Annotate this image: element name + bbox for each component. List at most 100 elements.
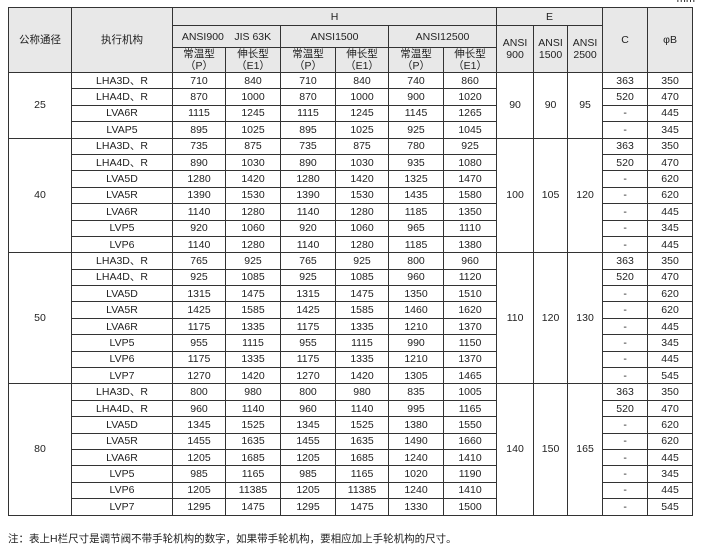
- b-value-cell: 545: [647, 367, 694, 385]
- h-value-cell: 1455: [280, 432, 336, 450]
- h-value-cell: 985: [280, 465, 336, 483]
- e-value-cell: 130: [567, 252, 604, 385]
- h-value-cell: 1350: [442, 203, 498, 221]
- b-value-cell: 345: [647, 121, 694, 139]
- h-value-cell: 1295: [280, 498, 336, 516]
- h-value-cell: 1660: [442, 432, 498, 450]
- h-value-cell: 1270: [172, 367, 226, 385]
- header-h-group: ANSI900 JIS 63K: [172, 25, 281, 48]
- actuator-cell: LHA3D、R: [71, 252, 173, 270]
- actuator-cell: LVP5: [71, 334, 173, 352]
- h-value-cell: 895: [280, 121, 336, 139]
- c-value-cell: -: [602, 481, 649, 500]
- b-value-cell: 445: [647, 350, 694, 369]
- actuator-cell: LVA6R: [71, 203, 173, 221]
- h-value-cell: 935: [388, 153, 444, 172]
- c-value-cell: 520: [602, 399, 649, 418]
- h-value-cell: 875: [335, 137, 389, 155]
- h-value-cell: 1005: [442, 383, 498, 401]
- h-value-cell: 1530: [225, 186, 281, 205]
- h-value-cell: 1140: [280, 235, 336, 254]
- h-value-cell: 1245: [335, 104, 389, 123]
- h-value-cell: 895: [172, 121, 226, 139]
- b-value-cell: 445: [647, 203, 694, 221]
- h-value-cell: 1465: [442, 367, 498, 385]
- table-row: 40 LHA3D、R 735 875 735 875 780 925 100 105 120 363 3…: [8, 137, 694, 254]
- h-value-cell: 1190: [442, 465, 498, 483]
- h-value-cell: 735: [280, 137, 336, 155]
- h-value-cell: 980: [335, 383, 389, 401]
- h-value-cell: 1145: [388, 104, 444, 123]
- h-value-cell: 1585: [225, 301, 281, 319]
- h-value-cell: 1475: [225, 498, 281, 516]
- h-value-cell: 800: [388, 252, 444, 270]
- e-value-cell: 90: [533, 72, 569, 139]
- actuator-cell: LHA4D、R: [71, 88, 173, 106]
- h-value-cell: 800: [280, 383, 336, 401]
- h-value-cell: 1185: [388, 203, 444, 221]
- h-value-cell: 890: [172, 153, 226, 172]
- nominal-size-cell: 40: [8, 137, 72, 254]
- h-value-cell: 1305: [388, 367, 444, 385]
- h-value-cell: 870: [280, 88, 336, 106]
- actuator-cell: LVAP5: [71, 121, 173, 139]
- h-value-cell: 1380: [388, 416, 444, 434]
- b-value-cell: 470: [647, 268, 694, 287]
- h-value-cell: 1030: [225, 153, 281, 172]
- h-value-cell: 1425: [172, 301, 226, 319]
- h-value-cell: 1345: [172, 416, 226, 434]
- h-value-cell: 1185: [388, 235, 444, 254]
- h-value-cell: 1510: [442, 285, 498, 303]
- h-value-cell: 925: [442, 137, 498, 155]
- h-value-cell: 1270: [280, 367, 336, 385]
- c-value-cell: 520: [602, 88, 649, 106]
- h-value-cell: 1370: [442, 350, 498, 369]
- header-b: φB: [647, 7, 694, 73]
- header-e-col: ANSI 1500: [533, 25, 569, 73]
- h-value-cell: 1475: [335, 285, 389, 303]
- actuator-cell: LHA3D、R: [71, 137, 173, 155]
- nominal-size-cell: 80: [8, 383, 72, 516]
- h-value-cell: 920: [172, 219, 226, 237]
- actuator-cell: LVA5R: [71, 301, 173, 319]
- actuator-cell: LVP7: [71, 367, 173, 385]
- c-value-cell: -: [602, 465, 649, 483]
- table-row: 80 LHA3D、R 800 980 800 980 835 1005 140 150 165 363…: [8, 383, 694, 516]
- table-row: LVP6 1205 11385 1205 11385 1240 1410-445: [9, 481, 694, 500]
- b-value-cell: 470: [647, 88, 694, 106]
- header-h: H: [171, 7, 498, 26]
- h-value-cell: 1245: [225, 104, 281, 123]
- h-value-cell: 985: [172, 465, 226, 483]
- h-value-cell: 1500: [442, 498, 498, 516]
- h-value-cell: 1060: [335, 219, 389, 237]
- h-value-cell: 890: [280, 153, 336, 172]
- b-value-cell: 620: [647, 301, 694, 319]
- h-value-cell: 710: [172, 71, 226, 90]
- b-value-cell: 470: [647, 153, 694, 172]
- h-value-cell: 1410: [442, 448, 498, 467]
- h-value-cell: 1525: [335, 416, 389, 434]
- h-value-cell: 1325: [388, 170, 444, 188]
- header-std-type: 常温型 （P）: [172, 47, 226, 73]
- h-value-cell: 1165: [225, 465, 281, 483]
- table-row: 25 LHA3D、R 710 840 710 840 740 860 90 90 95 363 350: [8, 71, 694, 139]
- actuator-cell: LVP7: [71, 498, 173, 516]
- h-value-cell: 1295: [172, 498, 226, 516]
- h-value-cell: 1330: [388, 498, 444, 516]
- table-row: LVP6 1140 1280 1140 1280 1185 1380-445: [9, 235, 694, 254]
- c-value-cell: 363: [602, 71, 649, 90]
- b-value-cell: 345: [647, 334, 694, 352]
- h-value-cell: 1210: [388, 317, 444, 336]
- actuator-cell: LHA3D、R: [71, 71, 173, 90]
- h-value-cell: 1460: [388, 301, 444, 319]
- c-value-cell: -: [602, 448, 649, 467]
- h-value-cell: 780: [388, 137, 444, 155]
- actuator-cell: LHA4D、R: [71, 399, 173, 418]
- c-value-cell: -: [602, 334, 649, 352]
- b-value-cell: 445: [647, 481, 694, 500]
- h-value-cell: 1085: [335, 268, 389, 287]
- header-ext-type: 伸长型 （E1）: [335, 47, 389, 73]
- c-value-cell: -: [602, 104, 649, 123]
- h-value-cell: 1470: [442, 170, 498, 188]
- h-value-cell: 1000: [225, 88, 281, 106]
